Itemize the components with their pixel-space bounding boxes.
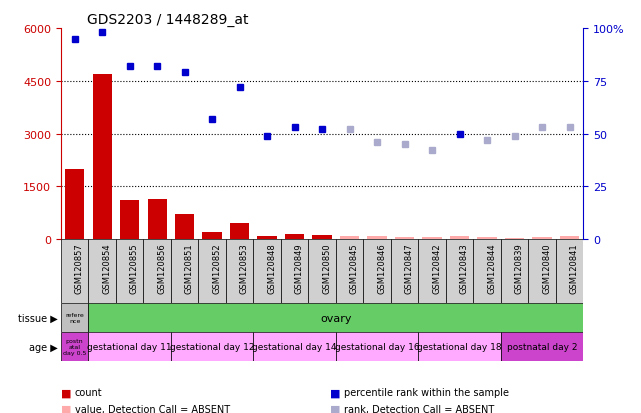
Text: ■: ■ xyxy=(330,404,340,413)
Bar xyxy=(253,240,281,304)
Bar xyxy=(478,237,497,240)
Text: ■: ■ xyxy=(61,404,71,413)
Bar xyxy=(230,224,249,240)
Text: value, Detection Call = ABSENT: value, Detection Call = ABSENT xyxy=(75,404,230,413)
Bar xyxy=(285,234,304,240)
Bar xyxy=(312,235,332,240)
Text: gestational day 12: gestational day 12 xyxy=(170,342,254,351)
Bar xyxy=(419,332,501,361)
Bar xyxy=(226,240,253,304)
Bar xyxy=(505,238,524,240)
Bar xyxy=(446,240,473,304)
Text: gestational day 14: gestational day 14 xyxy=(253,342,337,351)
Text: age ▶: age ▶ xyxy=(29,342,58,352)
Text: ovary: ovary xyxy=(320,313,352,323)
Text: GSM120840: GSM120840 xyxy=(542,243,551,293)
Bar xyxy=(253,332,336,361)
Bar xyxy=(501,240,528,304)
Bar xyxy=(92,75,112,240)
Text: gestational day 18: gestational day 18 xyxy=(417,342,502,351)
Text: GSM120851: GSM120851 xyxy=(185,243,194,293)
Bar xyxy=(171,240,198,304)
Bar xyxy=(363,240,391,304)
Text: GSM120849: GSM120849 xyxy=(295,243,304,293)
Text: GSM120857: GSM120857 xyxy=(74,243,83,293)
Text: GSM120853: GSM120853 xyxy=(240,243,249,293)
Text: GSM120847: GSM120847 xyxy=(404,243,413,293)
Text: GSM120839: GSM120839 xyxy=(515,243,524,293)
Bar xyxy=(144,240,171,304)
Text: GSM120845: GSM120845 xyxy=(349,243,358,293)
Text: GSM120852: GSM120852 xyxy=(212,243,221,293)
Text: ■: ■ xyxy=(330,387,340,397)
Bar xyxy=(528,240,556,304)
Bar xyxy=(560,237,579,240)
Text: GSM120854: GSM120854 xyxy=(102,243,111,293)
Bar xyxy=(450,237,469,240)
Bar xyxy=(175,215,194,240)
Text: rank, Detection Call = ABSENT: rank, Detection Call = ABSENT xyxy=(344,404,494,413)
Text: count: count xyxy=(75,387,103,397)
Text: GSM120841: GSM120841 xyxy=(570,243,579,293)
Bar xyxy=(501,332,583,361)
Text: GSM120842: GSM120842 xyxy=(432,243,441,293)
Text: gestational day 11: gestational day 11 xyxy=(87,342,172,351)
Text: GSM120846: GSM120846 xyxy=(377,243,386,293)
Bar xyxy=(308,240,336,304)
Bar xyxy=(88,240,116,304)
Bar xyxy=(473,240,501,304)
Bar xyxy=(395,237,414,240)
Bar xyxy=(533,238,552,240)
Bar xyxy=(422,238,442,240)
Bar xyxy=(419,240,446,304)
Text: refere
nce: refere nce xyxy=(65,313,84,323)
Text: GSM120850: GSM120850 xyxy=(322,243,331,293)
Bar xyxy=(258,237,277,240)
Bar xyxy=(65,169,84,240)
Bar xyxy=(340,236,359,240)
Text: GDS2203 / 1448289_at: GDS2203 / 1448289_at xyxy=(87,12,249,26)
Text: postn
atal
day 0.5: postn atal day 0.5 xyxy=(63,339,87,355)
Text: gestational day 16: gestational day 16 xyxy=(335,342,419,351)
Bar xyxy=(61,240,88,304)
Bar xyxy=(120,201,139,240)
Text: postnatal day 2: postnatal day 2 xyxy=(507,342,578,351)
Bar xyxy=(88,332,171,361)
Bar xyxy=(198,240,226,304)
Text: GSM120843: GSM120843 xyxy=(460,243,469,293)
Text: percentile rank within the sample: percentile rank within the sample xyxy=(344,387,509,397)
Bar xyxy=(391,240,419,304)
Bar xyxy=(367,236,387,240)
Text: GSM120848: GSM120848 xyxy=(267,243,276,293)
Bar xyxy=(556,240,583,304)
Text: GSM120844: GSM120844 xyxy=(487,243,496,293)
Text: ■: ■ xyxy=(61,387,71,397)
Bar xyxy=(61,332,88,361)
Text: GSM120856: GSM120856 xyxy=(157,243,166,293)
Bar xyxy=(171,332,253,361)
Text: tissue ▶: tissue ▶ xyxy=(18,313,58,323)
Bar xyxy=(336,332,419,361)
Bar xyxy=(336,240,363,304)
Bar xyxy=(116,240,144,304)
Text: GSM120855: GSM120855 xyxy=(129,243,138,293)
Bar xyxy=(203,233,222,240)
Bar xyxy=(147,199,167,240)
Bar xyxy=(281,240,308,304)
Bar xyxy=(61,304,88,332)
